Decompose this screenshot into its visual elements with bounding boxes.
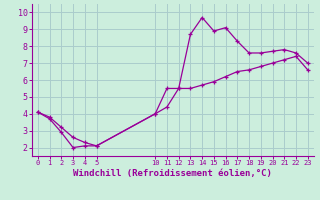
X-axis label: Windchill (Refroidissement éolien,°C): Windchill (Refroidissement éolien,°C)	[73, 169, 272, 178]
